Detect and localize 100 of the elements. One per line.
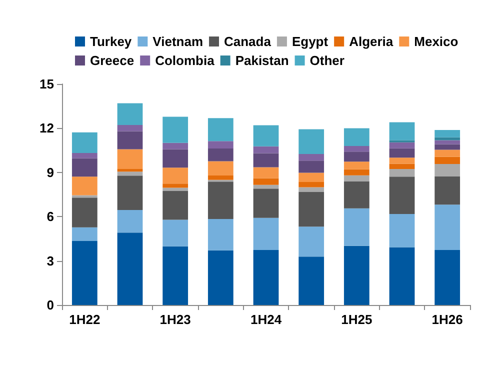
- bar: [162, 116, 188, 143]
- bar: [253, 153, 279, 168]
- bar: [72, 227, 98, 242]
- bar: [389, 164, 415, 170]
- bar: [208, 175, 234, 180]
- bar: [298, 226, 324, 257]
- bar: [253, 188, 279, 218]
- bar: [389, 148, 415, 158]
- bar: [434, 250, 460, 305]
- bar: [434, 144, 460, 150]
- bar: [389, 214, 415, 248]
- bar: [298, 160, 324, 173]
- bar: [389, 176, 415, 214]
- bar: [434, 204, 460, 250]
- bar: [72, 132, 98, 153]
- bar: [72, 195, 98, 198]
- x-tick-label: 1H25: [341, 312, 372, 327]
- bar: [253, 146, 279, 154]
- y-tick-label: 12: [40, 120, 54, 136]
- bar: [344, 169, 370, 176]
- legend-label: Colombia: [155, 53, 216, 68]
- bar: [72, 176, 98, 196]
- y-tick-label: 9: [46, 164, 54, 180]
- bar: [344, 128, 370, 146]
- bar: [298, 256, 324, 305]
- bar: [208, 218, 234, 250]
- bar: [117, 210, 143, 233]
- bar: [344, 146, 370, 152]
- bar: [162, 220, 188, 246]
- bar: [72, 198, 98, 228]
- y-tick-label: 6: [46, 209, 54, 224]
- bar: [344, 152, 370, 162]
- bar: [208, 118, 234, 142]
- bar: [253, 250, 279, 305]
- bar: [434, 140, 460, 144]
- bar: [72, 152, 98, 158]
- x-tick-label: 1H24: [250, 312, 282, 327]
- bar: [389, 247, 415, 305]
- bar: [162, 142, 188, 150]
- bar: [117, 149, 143, 170]
- bar: [162, 168, 188, 184]
- bar: [162, 188, 188, 191]
- bar: [298, 192, 324, 227]
- x-tick-label: 1H23: [160, 312, 191, 327]
- legend-label: Egypt: [292, 34, 329, 49]
- bar: [162, 149, 188, 168]
- bar: [434, 156, 460, 164]
- legend-label: Greece: [90, 53, 134, 68]
- bar: [117, 124, 143, 132]
- bar: [253, 184, 279, 189]
- bar: [117, 176, 143, 210]
- bar: [208, 250, 234, 305]
- bar: [298, 129, 324, 154]
- bar: [208, 182, 234, 219]
- bar: [298, 187, 324, 192]
- legend-label: Algeria: [349, 34, 394, 49]
- bar: [208, 141, 234, 149]
- bar: [434, 176, 460, 205]
- bar: [389, 169, 415, 177]
- y-tick-label: 0: [46, 298, 54, 312]
- bar: [434, 164, 460, 176]
- legend-label: Other: [310, 53, 344, 68]
- bar: [253, 125, 279, 146]
- bar: [208, 148, 234, 162]
- bar: [344, 208, 370, 246]
- bar: [344, 181, 370, 208]
- legend-label: Canada: [224, 34, 272, 49]
- bar: [434, 137, 460, 140]
- bar: [344, 162, 370, 170]
- legend-label: Turkey: [90, 34, 132, 49]
- bar: [162, 190, 188, 220]
- bar: [72, 241, 98, 305]
- y-tick-label: 15: [40, 76, 54, 92]
- bar: [253, 167, 279, 178]
- bar: [298, 182, 324, 188]
- legend-label: Mexico: [414, 34, 458, 49]
- bar: [117, 172, 143, 176]
- bar: [117, 103, 143, 125]
- legend-label: Vietnam: [152, 34, 204, 49]
- bar: [253, 178, 279, 185]
- x-tick-label: 1H22: [69, 312, 100, 327]
- bar: [389, 122, 415, 140]
- bar: [162, 246, 188, 305]
- bar: [434, 130, 460, 138]
- bar: [117, 232, 143, 305]
- x-tick-label: 1H26: [432, 312, 463, 327]
- y-tick-label: 3: [46, 253, 54, 268]
- bar: [253, 218, 279, 250]
- bar: [298, 172, 324, 182]
- bar: [162, 184, 188, 188]
- bar: [117, 131, 143, 150]
- bar: [344, 246, 370, 305]
- bar: [117, 169, 143, 172]
- legend-label: Pakistan: [235, 53, 289, 68]
- bar: [344, 175, 370, 182]
- bar: [389, 142, 415, 148]
- bar: [434, 150, 460, 157]
- bar: [298, 154, 324, 161]
- bar: [389, 158, 415, 164]
- bar: [72, 158, 98, 177]
